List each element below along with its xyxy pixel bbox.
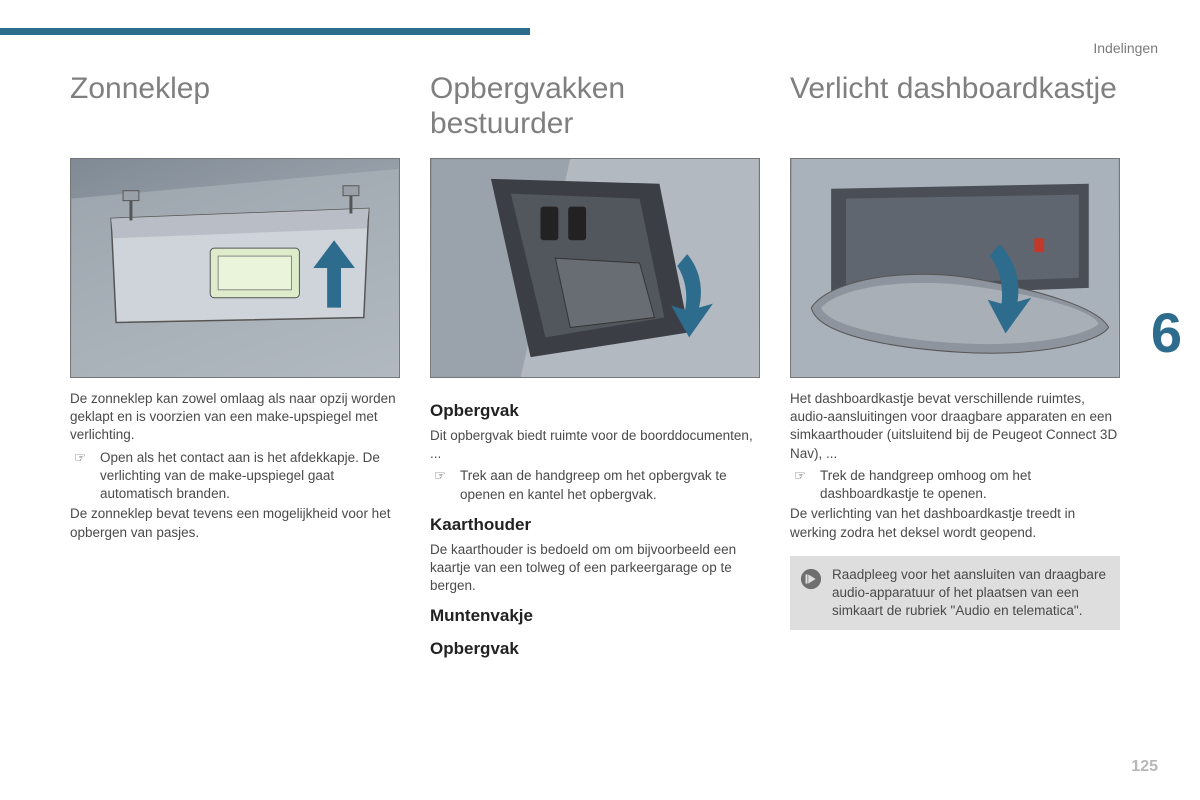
col2-sub4: Opbergvak [430,638,760,661]
col2-body: Opbergvak Dit opbergvak biedt ruimte voo… [430,390,760,665]
section-label: Indelingen [1093,40,1158,56]
col2-sub2-text: De kaarthouder is bedoeld om om bijvoorb… [430,541,760,596]
col2-title: Opbergvakken bestuurder [430,72,760,150]
col1-title: Zonneklep [70,72,400,150]
col2-sub3: Muntenvakje [430,605,760,628]
col1-bullet-1: ☞ Open als het contact aan is het afdekk… [74,449,400,504]
col2-illustration [430,158,760,378]
pointer-icon: ☞ [794,467,812,503]
info-box: Raadpleeg voor het aansluiten van draagb… [790,556,1120,631]
col2-bullet-1: ☞ Trek aan de handgreep om het opbergvak… [434,467,760,503]
col1-bullet-1-text: Open als het contact aan is het afdekkap… [100,449,400,504]
chapter-number: 6 [1151,300,1182,365]
col1-para2: De zonneklep bevat tevens een mogelijkhe… [70,505,400,541]
col3-body: Het dashboardkastje bevat verschillende … [790,390,1120,630]
column-zonneklep: Zonneklep De zonneklep kan zowel omlaag … [70,72,400,665]
col3-bullet-1: ☞ Trek de handgreep omhoog om het dashbo… [794,467,1120,503]
info-icon [800,568,822,590]
column-opbergvakken: Opbergvakken bestuurder Opbergvak Dit op… [430,72,760,665]
col2-sub1-text: Dit opbergvak biedt ruimte voor de boord… [430,427,760,463]
top-accent-rule [0,28,530,35]
column-dashboardkastje: Verlicht dashboardkastje Het dashboardka… [790,72,1120,665]
col1-body: De zonneklep kan zowel omlaag als naar o… [70,390,400,546]
col3-bullet-1-text: Trek de handgreep omhoog om het dashboar… [820,467,1120,503]
info-text: Raadpleeg voor het aansluiten van draagb… [832,566,1108,621]
content-columns: Zonneklep De zonneklep kan zowel omlaag … [70,72,1120,665]
pointer-icon: ☞ [434,467,452,503]
col3-para2: De verlichting van het dashboardkastje t… [790,505,1120,541]
col2-bullet-1-text: Trek aan de handgreep om het opbergvak t… [460,467,760,503]
col1-para1: De zonneklep kan zowel omlaag als naar o… [70,390,400,445]
col3-para1: Het dashboardkastje bevat verschillende … [790,390,1120,463]
page-number: 125 [1131,758,1158,776]
col1-illustration [70,158,400,378]
col2-sub2: Kaarthouder [430,514,760,537]
pointer-icon: ☞ [74,449,92,504]
col3-title: Verlicht dashboardkastje [790,72,1120,150]
col2-sub1: Opbergvak [430,400,760,423]
col3-illustration [790,158,1120,378]
